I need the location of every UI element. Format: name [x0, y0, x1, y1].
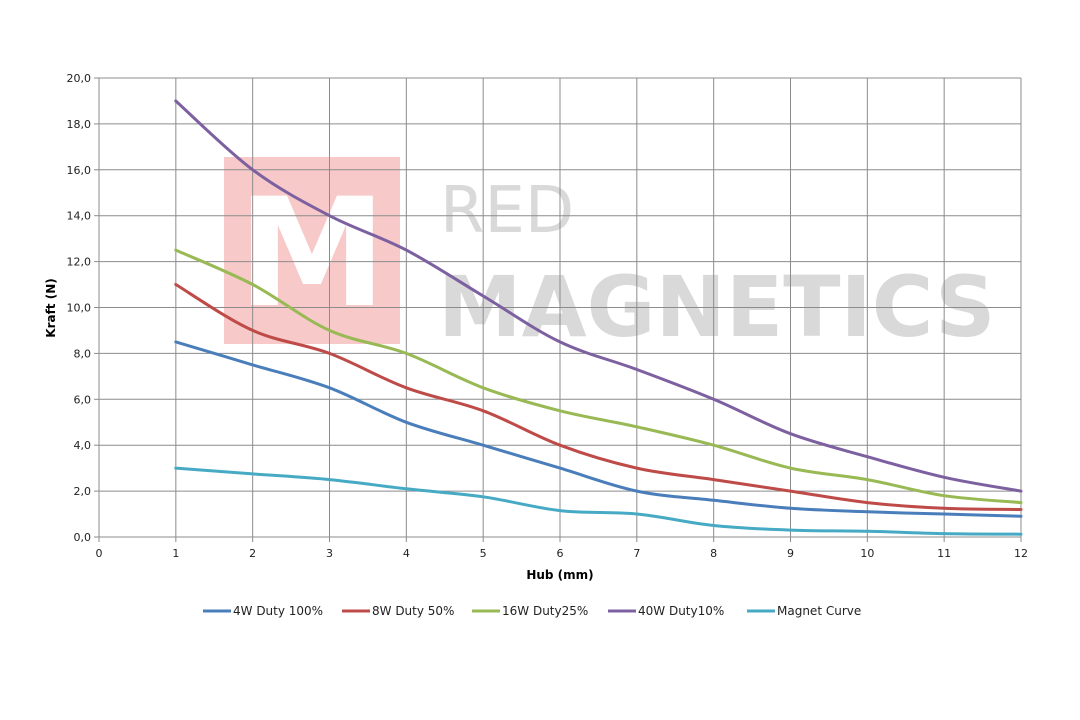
y-tick-label: 12,0	[67, 256, 92, 269]
legend-label: 16W Duty25%	[502, 604, 588, 618]
x-tick-labels: 0 1 2 3 4 5 6 7 8 9 10 11 12	[96, 547, 1029, 560]
logo-block	[224, 157, 400, 344]
y-tick-label: 10,0	[67, 302, 92, 315]
y-tick-label: 8,0	[74, 347, 92, 360]
x-tick-label: 4	[403, 547, 410, 560]
legend: 4W Duty 100% 8W Duty 50% 16W Duty25% 40W Du…	[203, 604, 861, 618]
y-tick-labels: 0,0 2,0 4,0 6,0 8,0 10,0 12,0 14,0 16,0 18,0 20,0	[67, 72, 92, 544]
x-tick-label: 6	[557, 547, 564, 560]
x-tick-label: 5	[480, 547, 487, 560]
y-tick-label: 20,0	[67, 72, 92, 85]
x-tick-label: 7	[633, 547, 640, 560]
x-tick-label: 1	[172, 547, 179, 560]
x-tick-label: 9	[787, 547, 794, 560]
x-tick-label: 0	[96, 547, 103, 560]
y-tick-label: 16,0	[67, 164, 92, 177]
legend-label: Magnet Curve	[777, 604, 861, 618]
series-line-0	[174, 340, 1023, 518]
series-line-3	[174, 99, 1023, 493]
y-axis-title: Kraft (N)	[44, 278, 58, 337]
y-tick-label: 6,0	[74, 393, 92, 406]
series-line-4	[174, 466, 1023, 536]
y-tick-label: 2,0	[74, 485, 92, 498]
x-tick-label: 12	[1014, 547, 1028, 560]
y-tick-label: 4,0	[74, 439, 92, 452]
axes	[94, 77, 1022, 542]
grid-lines	[99, 77, 1022, 537]
x-tick-label: 2	[249, 547, 256, 560]
y-tick-label: 18,0	[67, 118, 92, 131]
legend-label: 4W Duty 100%	[233, 604, 323, 618]
y-tick-label: 0,0	[74, 531, 92, 544]
x-axis-title: Hub (mm)	[526, 568, 593, 582]
x-tick-label: 11	[937, 547, 951, 560]
series-lines	[174, 99, 1023, 536]
y-tick-label: 14,0	[67, 210, 92, 223]
x-tick-label: 3	[326, 547, 333, 560]
logo-letter: M	[237, 167, 386, 341]
series-line-2	[174, 248, 1023, 505]
legend-label: 8W Duty 50%	[372, 604, 454, 618]
legend-label: 40W Duty10%	[638, 604, 724, 618]
x-tick-label: 10	[860, 547, 874, 560]
watermark-word-red: RED	[440, 174, 574, 248]
x-tick-label: 8	[710, 547, 717, 560]
red-magnetics-watermark: M RED MAGNETICS	[224, 157, 995, 356]
series-line-1	[174, 283, 1023, 511]
